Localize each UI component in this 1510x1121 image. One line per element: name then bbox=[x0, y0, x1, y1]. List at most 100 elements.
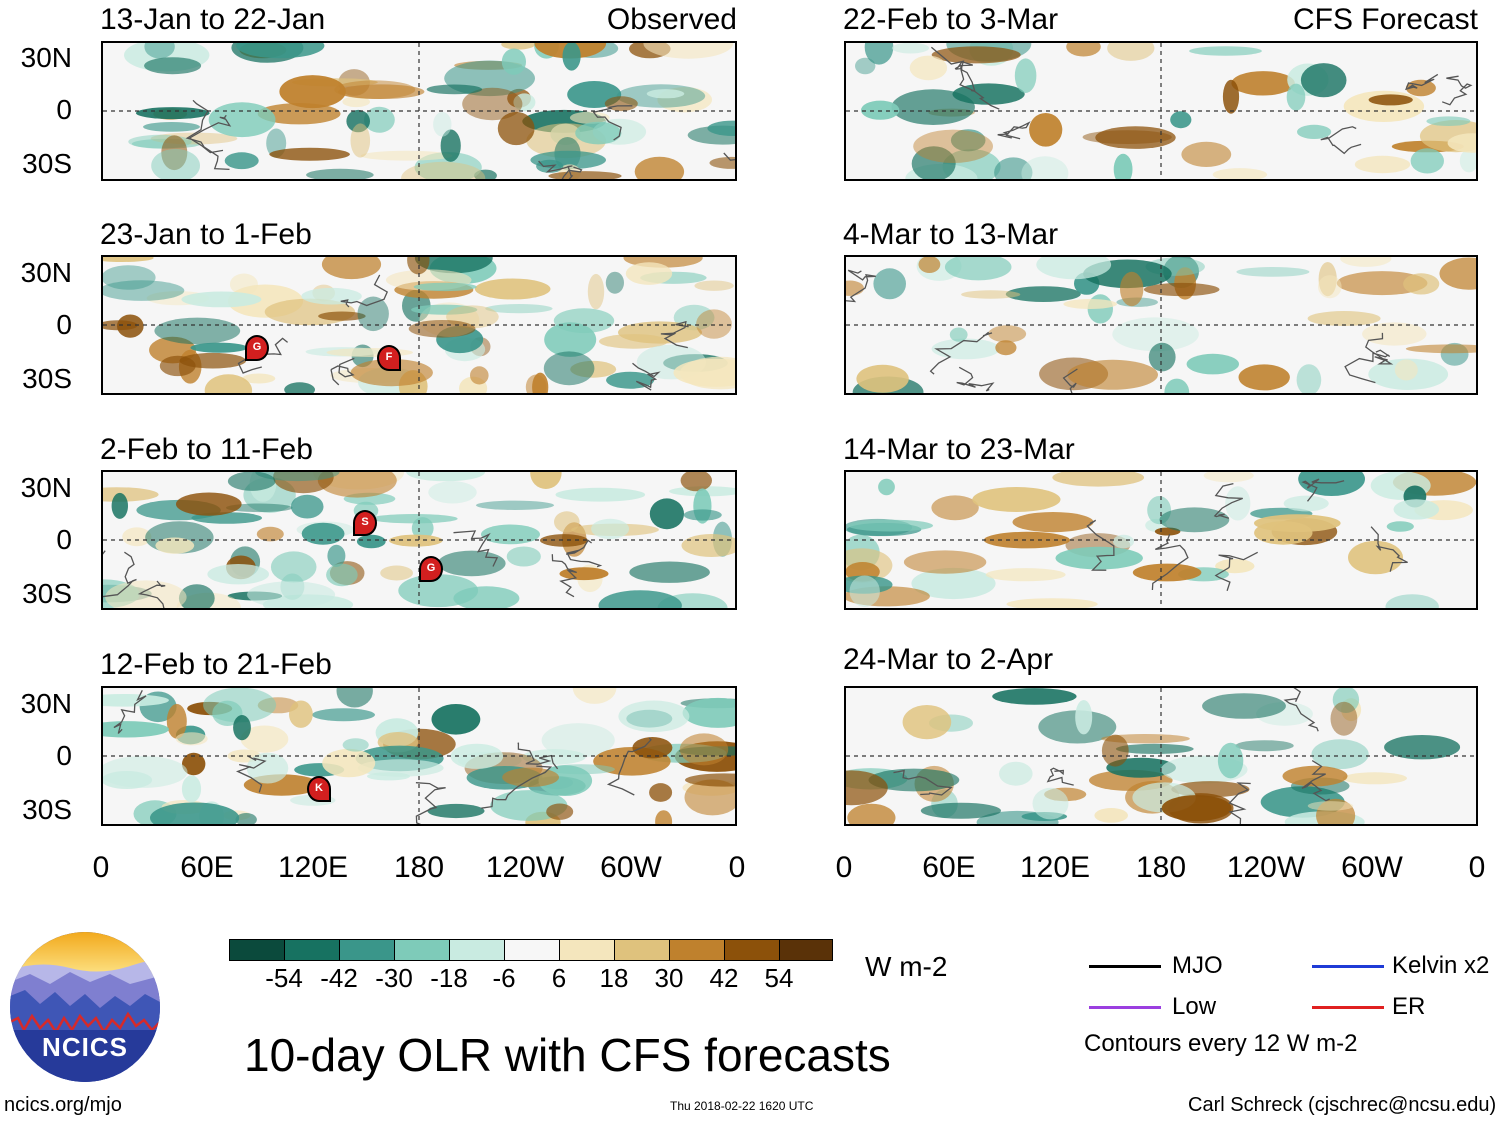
coastline bbox=[340, 274, 389, 308]
storm-marker: G bbox=[419, 556, 443, 582]
olr-anomaly-blob bbox=[1254, 521, 1313, 545]
olr-anomaly-blob bbox=[544, 322, 597, 357]
coastline bbox=[956, 366, 995, 392]
olr-anomaly-blob bbox=[1403, 273, 1440, 295]
olr-anomaly-blob bbox=[306, 168, 374, 179]
olr-anomaly-blob bbox=[1405, 344, 1476, 354]
olr-anomaly-blob bbox=[649, 498, 685, 530]
lat-label-30n: 30N bbox=[20, 257, 72, 288]
olr-anomaly-blob bbox=[1132, 563, 1202, 582]
ncics-logo[interactable]: NCICS bbox=[10, 932, 160, 1082]
olr-anomaly-blob bbox=[208, 102, 276, 138]
lat-label-30s: 30S bbox=[22, 578, 72, 609]
olr-anomaly-blob bbox=[136, 107, 210, 120]
coastline bbox=[1301, 760, 1330, 802]
olr-anomaly-blob bbox=[279, 75, 346, 109]
olr-anomaly-blob bbox=[247, 581, 336, 608]
olr-anomaly-blob bbox=[236, 43, 325, 59]
olr-anomaly-blob bbox=[1340, 257, 1392, 267]
olr-anomaly-blob bbox=[931, 495, 979, 521]
olr-anomaly-blob bbox=[1332, 688, 1360, 713]
olr-anomaly-blob bbox=[181, 775, 202, 803]
olr-anomaly-blob bbox=[856, 364, 909, 393]
legend-label-mjo: MJO bbox=[1172, 952, 1223, 979]
olr-anomaly-blob bbox=[1094, 808, 1128, 823]
olr-anomaly-blob bbox=[972, 487, 1061, 512]
olr-anomaly-blob bbox=[312, 708, 375, 722]
olr-anomaly-blob bbox=[554, 511, 580, 533]
olr-field bbox=[846, 257, 1476, 393]
olr-anomaly-blob bbox=[1189, 46, 1262, 56]
olr-anomaly-blob bbox=[847, 803, 896, 824]
olr-anomaly-blob bbox=[150, 802, 240, 824]
olr-anomaly-blob bbox=[1286, 83, 1306, 111]
colorbar-swatch bbox=[559, 939, 615, 961]
olr-anomaly-blob bbox=[604, 96, 638, 112]
olr-anomaly-blob bbox=[501, 43, 536, 50]
lon-label: 60W bbox=[600, 851, 662, 884]
olr-anomaly-blob bbox=[1330, 701, 1358, 736]
olr-anomaly-blob bbox=[1336, 271, 1428, 296]
colorbar-swatch bbox=[779, 939, 833, 961]
storm-marker: S bbox=[353, 510, 377, 536]
olr-anomaly-blob bbox=[1217, 742, 1244, 779]
panel-title: 22-Feb to 3-Mar bbox=[843, 3, 1059, 36]
olr-anomaly-blob bbox=[450, 743, 504, 769]
olr-anomaly-blob bbox=[470, 366, 489, 385]
olr-anomaly-blob bbox=[481, 524, 540, 545]
olr-anomaly-blob bbox=[920, 802, 1001, 819]
olr-anomaly-blob bbox=[1212, 168, 1268, 179]
olr-anomaly-blob bbox=[103, 771, 153, 789]
lat-label-eq: 0 bbox=[56, 524, 72, 555]
panel-title: 24-Mar to 2-Apr bbox=[843, 643, 1054, 676]
olr-anomaly-blob bbox=[1012, 512, 1094, 533]
coastline bbox=[930, 46, 1000, 110]
olr-anomaly-blob bbox=[849, 575, 880, 607]
olr-anomaly-blob bbox=[350, 359, 433, 387]
olr-field bbox=[846, 688, 1476, 824]
olr-anomaly-blob bbox=[575, 121, 622, 145]
olr-anomaly-blob bbox=[891, 89, 975, 125]
olr-anomaly-blob bbox=[1354, 155, 1411, 174]
olr-anomaly-blob bbox=[103, 265, 156, 290]
olr-anomaly-blob bbox=[1296, 364, 1322, 393]
olr-anomaly-blob bbox=[999, 761, 1033, 786]
lat-label-30s: 30S bbox=[22, 148, 72, 179]
olr-anomaly-blob bbox=[1203, 472, 1254, 483]
coastline bbox=[954, 61, 976, 93]
olr-anomaly-blob bbox=[342, 738, 369, 752]
olr-anomaly-blob bbox=[646, 89, 685, 99]
olr-anomaly-blob bbox=[1238, 364, 1290, 391]
olr-anomaly-blob bbox=[431, 704, 481, 735]
olr-anomaly-blob bbox=[269, 147, 350, 161]
olr-anomaly-blob bbox=[685, 773, 735, 787]
olr-anomaly-blob bbox=[242, 373, 276, 384]
olr-field bbox=[103, 688, 735, 824]
olr-anomaly-blob bbox=[1459, 149, 1476, 173]
colorbar-swatch bbox=[339, 939, 395, 961]
olr-anomaly-blob bbox=[591, 518, 630, 539]
olr-anomaly-blob bbox=[995, 340, 1017, 356]
footer-url[interactable]: ncics.org/mjo bbox=[4, 1094, 122, 1116]
colorbar-swatch bbox=[394, 939, 450, 961]
coastline bbox=[1213, 482, 1243, 519]
olr-anomaly-blob bbox=[176, 492, 242, 516]
panel-title: 2-Feb to 11-Feb bbox=[100, 433, 313, 466]
coastline bbox=[1365, 332, 1394, 365]
olr-anomaly-blob bbox=[1067, 359, 1158, 390]
coastline bbox=[1228, 782, 1251, 824]
coastline bbox=[566, 539, 603, 568]
coastline bbox=[415, 782, 446, 824]
coastline bbox=[893, 769, 953, 796]
olr-anomaly-blob bbox=[1161, 795, 1232, 822]
panel-title: 13-Jan to 22-Jan bbox=[100, 3, 326, 36]
olr-anomaly-blob bbox=[1236, 267, 1310, 277]
olr-anomaly-blob bbox=[437, 550, 506, 577]
olr-anomaly-blob bbox=[364, 106, 395, 133]
olr-anomaly-blob bbox=[1348, 540, 1403, 575]
olr-anomaly-blob bbox=[256, 526, 284, 542]
olr-anomaly-blob bbox=[357, 296, 389, 332]
lat-label-30s: 30S bbox=[22, 363, 72, 394]
olr-anomaly-blob bbox=[506, 546, 541, 567]
coastline bbox=[1046, 767, 1074, 786]
